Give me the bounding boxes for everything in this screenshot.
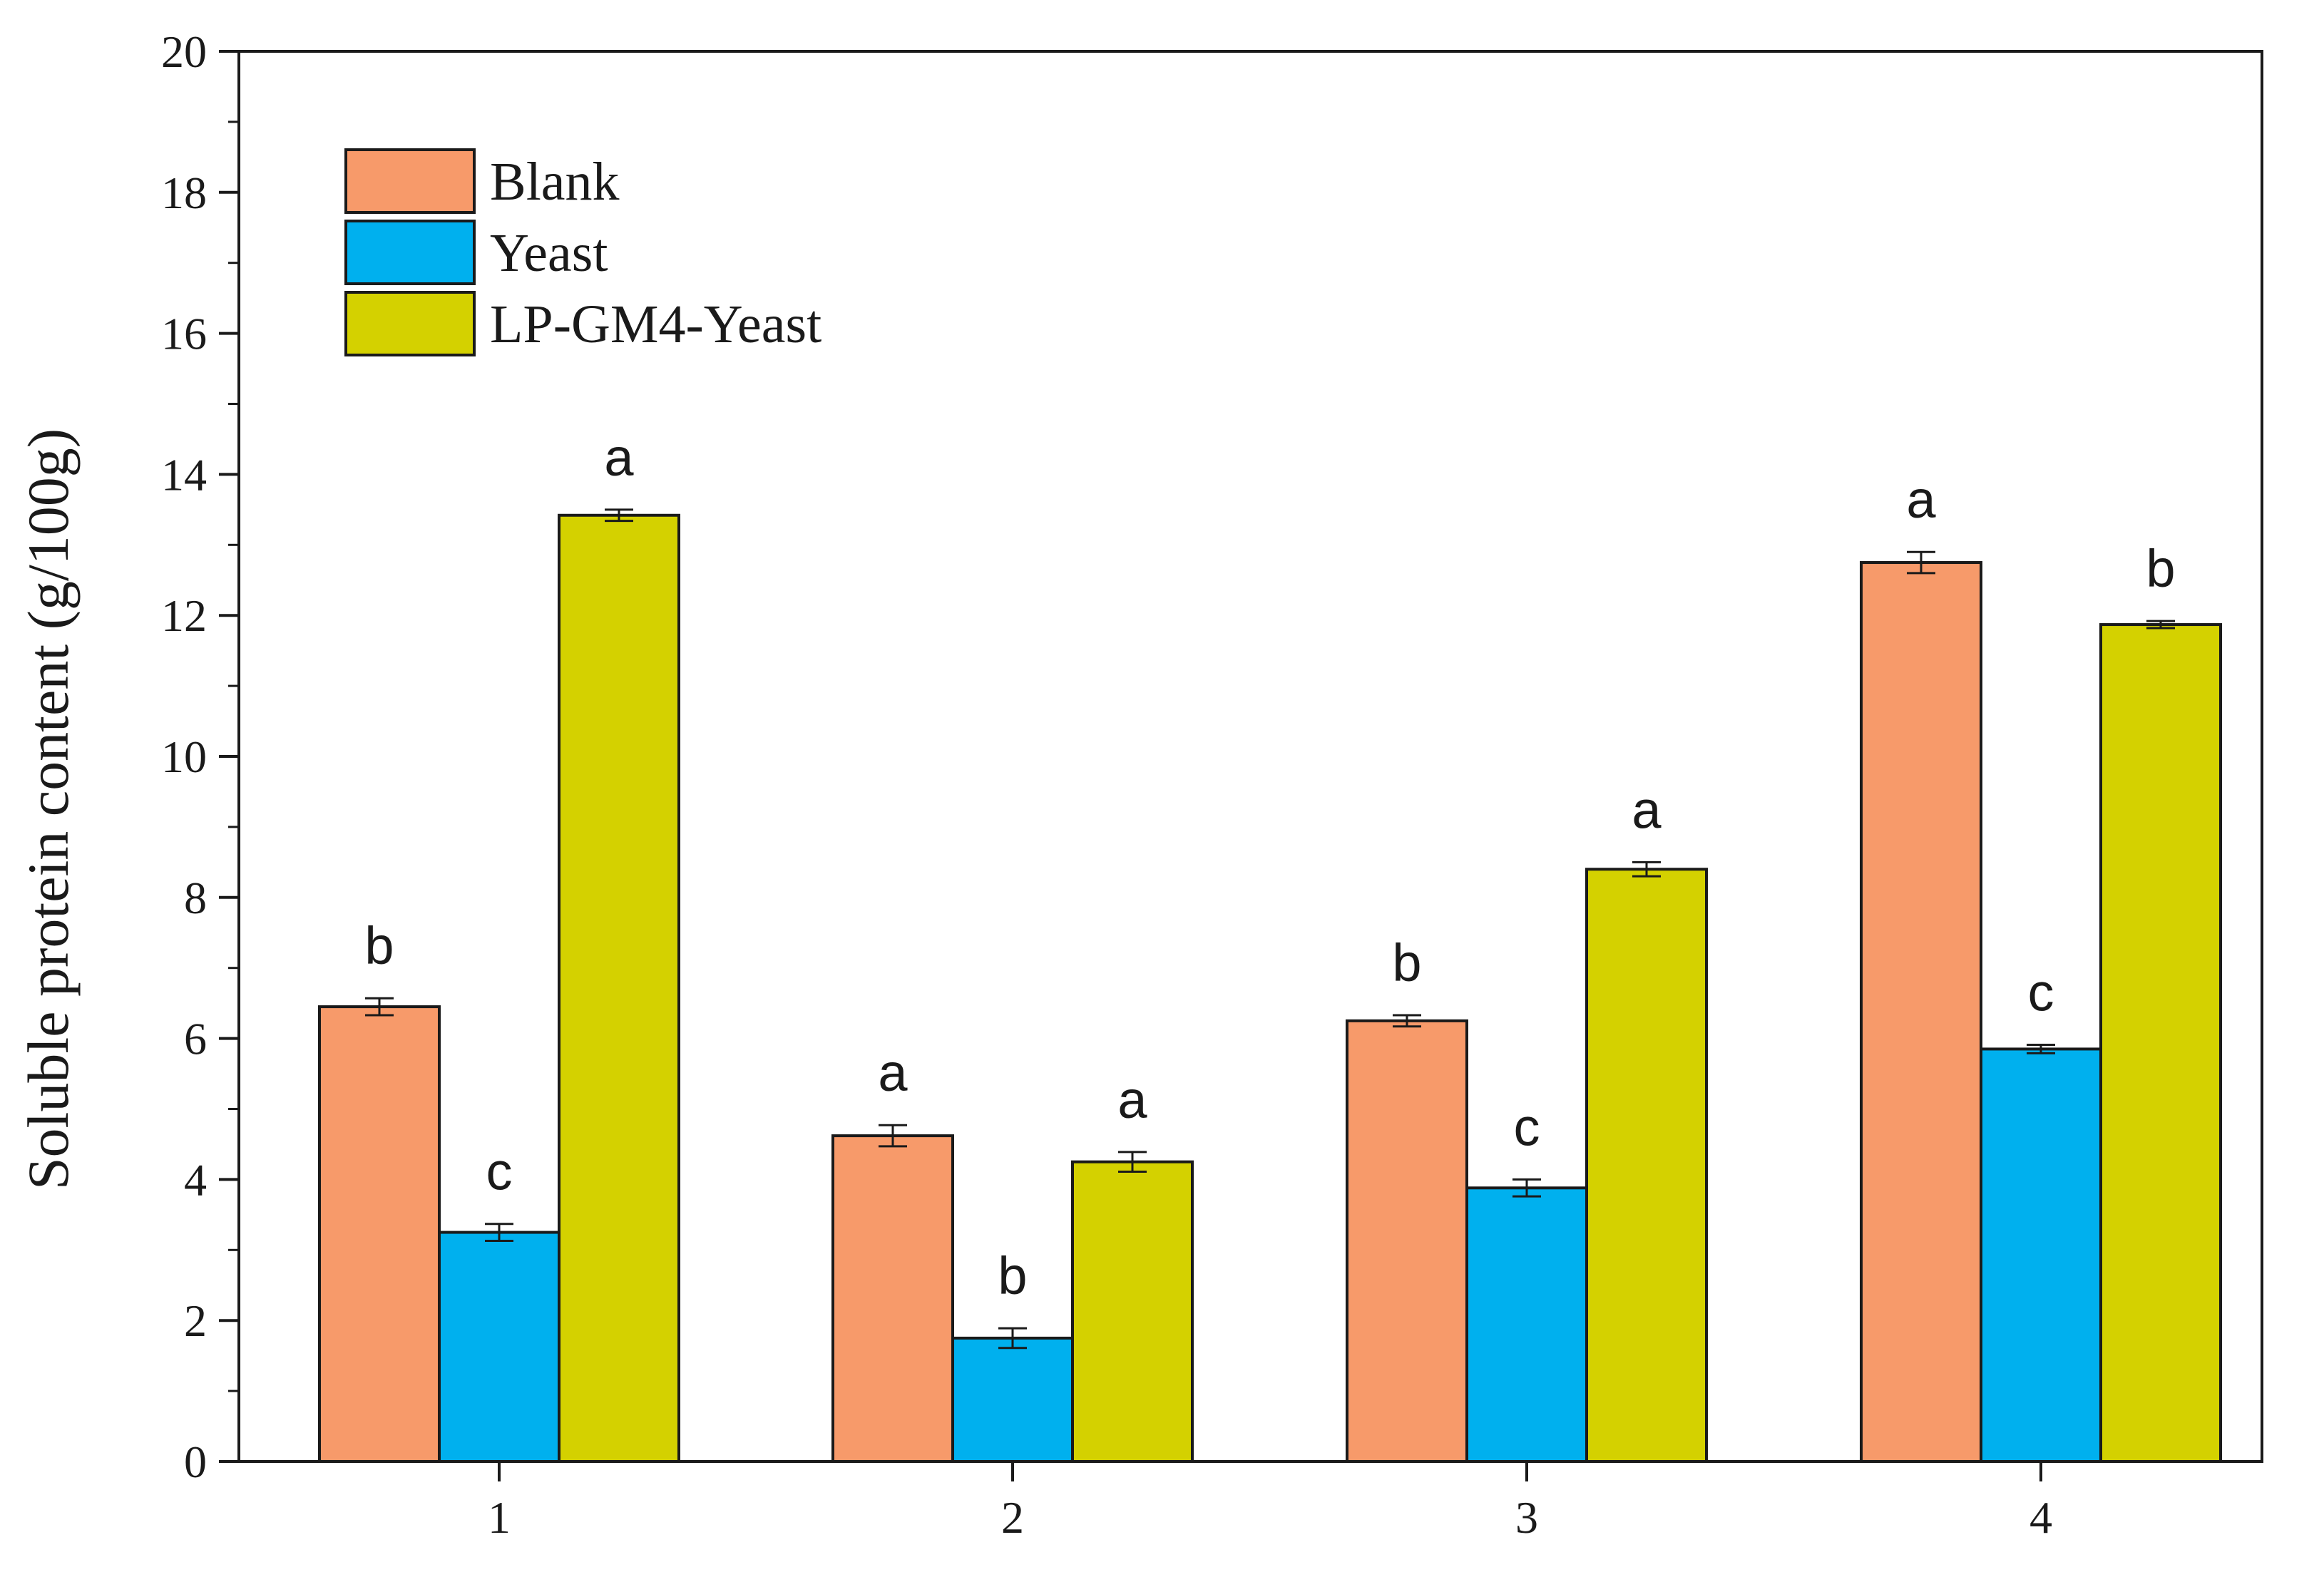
y-axis-ticks: 0 2 4 6 8 10 12 14 16 18 20	[161, 26, 239, 1487]
x-tick-label: 3	[1515, 1492, 1538, 1543]
y-tick-label: 4	[184, 1154, 207, 1205]
error-bars	[365, 508, 2175, 1350]
significance-letter: c	[1514, 1097, 1540, 1156]
bar-blank-4	[1860, 561, 1982, 1463]
y-tick-label: 8	[184, 873, 207, 923]
y-tick-label: 0	[184, 1437, 207, 1487]
legend-swatch-blank	[344, 148, 476, 214]
legend-label: Yeast	[490, 223, 608, 283]
significance-letter: a	[604, 428, 634, 487]
bar-lp-gm4-yeast-2	[1071, 1160, 1194, 1464]
significance-letter: a	[878, 1043, 908, 1102]
bar-yeast-4	[1980, 1047, 2102, 1464]
bar-lp-gm4-yeast-4	[2099, 623, 2222, 1463]
legend-label: Blank	[490, 152, 620, 212]
x-tick-label: 4	[2029, 1492, 2052, 1543]
significance-letter: b	[2146, 539, 2175, 598]
bars	[318, 513, 2222, 1464]
significance-letter: b	[364, 916, 394, 975]
legend-swatch-yeast	[344, 220, 476, 285]
significance-letter: b	[1392, 933, 1421, 992]
bar-yeast-3	[1465, 1186, 1588, 1463]
significance-letters: b a b a c b c c a a a b	[364, 428, 2175, 1305]
y-axis-title: Soluble protein content (g/100g)	[16, 428, 81, 1190]
bar-lp-gm4-yeast-3	[1585, 868, 1708, 1463]
x-axis-ticks: 1 2 3 4	[488, 1461, 2052, 1543]
y-tick-label: 18	[161, 168, 207, 218]
significance-letter: a	[1906, 470, 1936, 529]
x-tick-label: 2	[1001, 1492, 1024, 1543]
y-tick-label: 14	[161, 449, 207, 500]
bar-blank-1	[318, 1005, 441, 1463]
bar-blank-2	[831, 1134, 954, 1464]
bar-yeast-2	[951, 1336, 1074, 1464]
y-tick-label: 6	[184, 1014, 207, 1064]
y-tick-label: 2	[184, 1295, 207, 1346]
bar-lp-gm4-yeast-1	[558, 513, 680, 1464]
bar-blank-3	[1346, 1019, 1468, 1463]
significance-letter: a	[1117, 1070, 1147, 1129]
significance-letter: b	[998, 1246, 1027, 1305]
x-tick-label: 1	[488, 1492, 511, 1543]
significance-letter: a	[1632, 780, 1662, 839]
y-tick-label: 10	[161, 731, 207, 782]
bar-yeast-1	[438, 1231, 560, 1463]
y-tick-label: 20	[161, 26, 207, 77]
significance-letter: c	[486, 1142, 513, 1201]
significance-letter: c	[2028, 963, 2054, 1022]
legend: Blank Yeast LP-GM4-Yeast	[344, 148, 821, 356]
y-tick-label: 12	[161, 590, 207, 641]
legend-swatch-lp-gm4-yeast	[344, 291, 476, 356]
legend-label: LP-GM4-Yeast	[490, 294, 821, 354]
y-tick-label: 16	[161, 309, 207, 359]
